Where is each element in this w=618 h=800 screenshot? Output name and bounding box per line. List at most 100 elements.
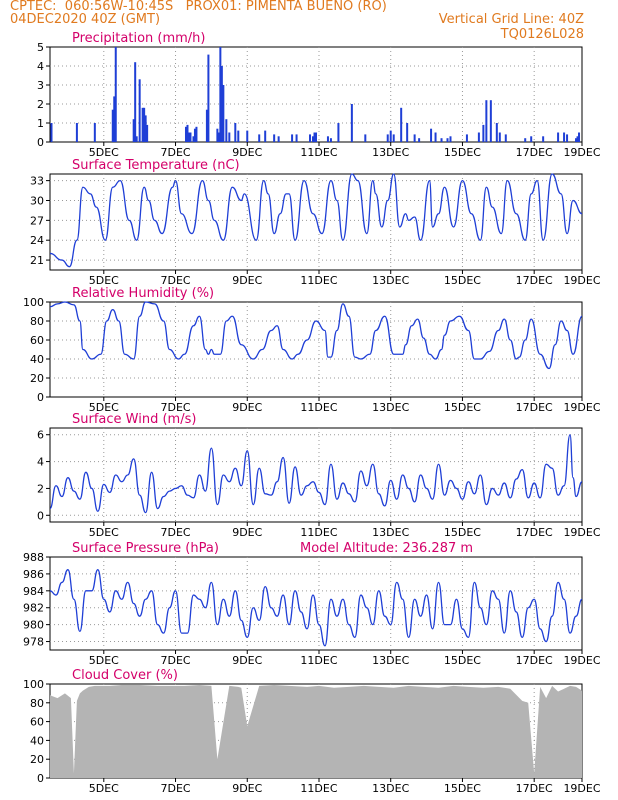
press-title: Surface Pressure (hPa) — [72, 541, 219, 556]
cloud-title: Cloud Cover (%) — [72, 668, 178, 683]
precip-bar — [143, 107, 146, 142]
rh-title: Relative Humidity (%) — [72, 286, 214, 301]
precip-bar — [337, 123, 340, 142]
wind-xtick-label: 15DEC — [444, 526, 481, 539]
temp-ytick-label: 21 — [30, 254, 44, 267]
temp-ytick-label: 33 — [30, 175, 44, 188]
cloud-ytick-label: 80 — [30, 697, 44, 710]
precip-bar — [482, 124, 485, 142]
cloud-ytick-label: 100 — [23, 678, 44, 691]
precip-bar — [575, 138, 578, 142]
press-xtick-label: 5DEC — [89, 654, 119, 667]
precip-bar — [111, 109, 114, 142]
press-ytick-label: 988 — [23, 551, 44, 564]
press-xtick-label: 19DEC — [563, 654, 600, 667]
precip-xtick-label: 11DEC — [300, 146, 337, 159]
header-date: 04DEC2020 40Z (GMT) — [10, 12, 161, 27]
precip-bar — [217, 132, 220, 142]
press-xtick-label: 17DEC — [516, 654, 553, 667]
cloud-ytick-label: 0 — [37, 772, 44, 785]
rh-frame — [49, 301, 583, 398]
wind-xtick-label: 17DEC — [516, 526, 553, 539]
precip-bar — [295, 134, 298, 142]
precip-bar — [146, 124, 149, 142]
precip-bar — [113, 96, 116, 142]
precip-bar — [364, 134, 367, 142]
precip-bar — [50, 123, 53, 142]
precip-bar — [350, 104, 353, 142]
precip-ytick-label: 5 — [37, 41, 44, 54]
cloud-xtick-label: 15DEC — [444, 782, 481, 795]
press-xtick-label: 7DEC — [160, 654, 190, 667]
precip-bar — [557, 132, 560, 142]
precip-bar — [195, 126, 198, 142]
wind-xtick-label: 5DEC — [89, 526, 119, 539]
precip-bar — [144, 115, 147, 142]
temp-ytick-label: 30 — [30, 194, 44, 207]
rh-xtick-label: 9DEC — [232, 401, 262, 414]
precip-ytick-label: 3 — [37, 79, 44, 92]
temp-xtick-label: 9DEC — [232, 274, 262, 287]
wind-xtick-label: 11DEC — [300, 526, 337, 539]
temp-xtick-label: 13DEC — [372, 274, 409, 287]
precip-bar — [75, 123, 78, 142]
precip-bar — [132, 119, 135, 142]
rh-xtick-label: 13DEC — [372, 401, 409, 414]
precip-bar — [477, 132, 480, 142]
temp-ytick-label: 27 — [30, 214, 44, 227]
press-ytick-label: 980 — [23, 619, 44, 632]
press-ytick-label: 984 — [23, 585, 44, 598]
temp-ytick-label: 24 — [30, 234, 44, 247]
rh-xtick-label: 7DEC — [160, 401, 190, 414]
cloud-xtick-label: 13DEC — [372, 782, 409, 795]
precip-bar — [207, 54, 210, 142]
precip-bar — [418, 138, 421, 142]
header-model-id: TQ0126L028 — [500, 27, 584, 42]
precip-bar — [220, 66, 223, 142]
rh-series-line — [49, 301, 583, 370]
precip-bar — [489, 100, 492, 142]
precip-bar — [406, 123, 409, 142]
wind-ytick-label: 2 — [37, 482, 44, 495]
precip-frame — [49, 46, 583, 143]
precip-bar — [138, 79, 141, 142]
precip-bar — [413, 134, 416, 142]
precip-bar — [246, 130, 249, 142]
precip-bar — [228, 132, 231, 142]
wind-title: Surface Wind (m/s) — [72, 412, 196, 427]
precip-bar — [134, 62, 137, 143]
wind-ytick-label: 4 — [37, 456, 44, 469]
precip-bar — [193, 128, 196, 142]
press-xtick-label: 11DEC — [300, 654, 337, 667]
precip-bar — [312, 136, 315, 142]
cloud-ytick-label: 20 — [30, 753, 44, 766]
precip-xtick-label: 9DEC — [232, 146, 262, 159]
precip-bar — [219, 47, 222, 142]
precip-bar — [186, 124, 189, 142]
precip-bar — [434, 132, 437, 142]
precip-bar — [485, 100, 488, 142]
precip-bar — [114, 47, 117, 142]
precip-bar — [222, 85, 225, 142]
wind-xtick-label: 7DEC — [160, 526, 190, 539]
rh-ytick-label: 20 — [30, 372, 44, 385]
precip-bar — [495, 123, 498, 142]
precip-bar — [237, 130, 240, 142]
precip-bar — [563, 132, 566, 142]
rh-ytick-label: 0 — [37, 391, 44, 404]
rh-ytick-label: 80 — [30, 315, 44, 328]
press-ytick-label: 982 — [23, 602, 44, 615]
precip-bar — [578, 132, 581, 142]
cloud-xtick-label: 19DEC — [563, 782, 600, 795]
precip-bar — [389, 130, 392, 142]
precip-ytick-label: 0 — [37, 136, 44, 149]
precip-bar — [446, 138, 449, 142]
wind-ytick-label: 0 — [37, 509, 44, 522]
precip-bar — [400, 107, 403, 142]
press-xtick-label: 9DEC — [232, 654, 262, 667]
cloud-ytick-label: 40 — [30, 734, 44, 747]
press-ytick-label: 986 — [23, 568, 44, 581]
precip-bar — [524, 138, 527, 142]
temp-frame — [49, 173, 583, 271]
precip-bar — [498, 132, 501, 142]
